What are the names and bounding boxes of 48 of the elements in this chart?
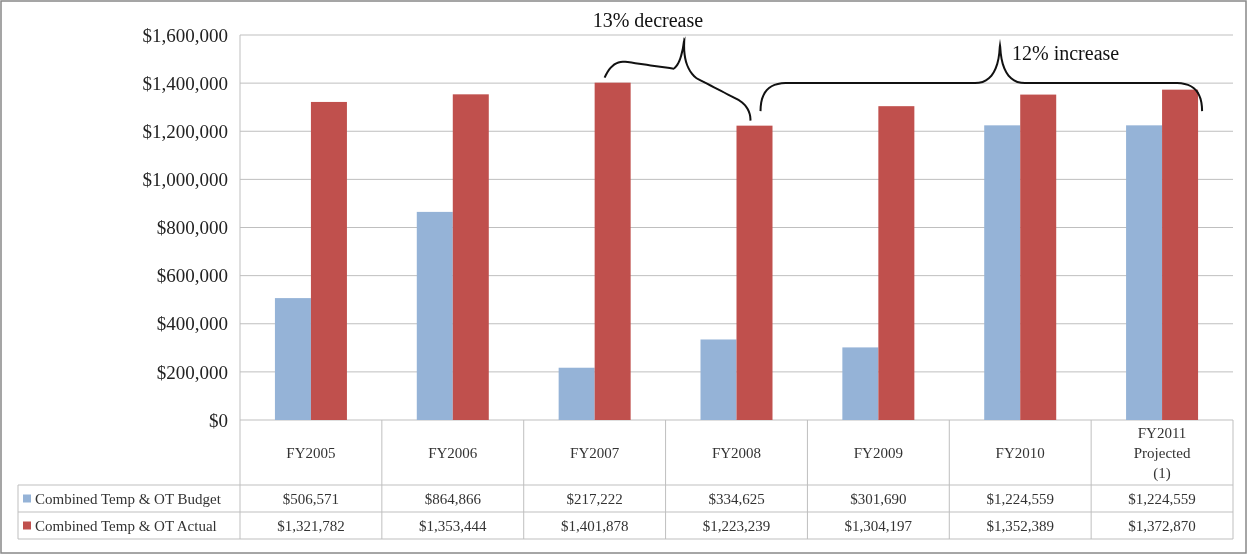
x-tick-label: FY2011 Projected (1)	[1133, 424, 1191, 482]
bar	[842, 347, 879, 420]
x-tick-label: FY2007	[570, 444, 620, 461]
data-label: $1,401,878	[560, 517, 629, 534]
y-tick-label: $1,000,000	[142, 169, 228, 191]
y-tick-label: $800,000	[156, 217, 228, 239]
annotation: 12% increase	[1012, 42, 1120, 65]
y-tick-label: $200,000	[156, 361, 228, 383]
text: 13% decrease	[592, 9, 704, 31]
bar	[1126, 125, 1163, 420]
x-tick-label: FY2008	[711, 444, 762, 461]
data-label: $1,304,197	[844, 517, 913, 534]
x-tick-label: FY2009	[853, 444, 903, 461]
data-label: $1,224,559	[1128, 490, 1196, 507]
x-tick-label: FY2005	[286, 444, 336, 461]
data-label: $1,321,782	[277, 517, 345, 534]
bar	[736, 125, 773, 420]
bar	[700, 339, 737, 420]
data-label: $1,372,870	[1128, 517, 1196, 534]
y-tick-label: $1,600,000	[142, 24, 228, 46]
bar	[310, 101, 347, 420]
data-label: $506,571	[282, 490, 340, 507]
bar	[1162, 89, 1199, 420]
data-label: $1,224,559	[986, 490, 1054, 507]
bar	[878, 106, 915, 420]
y-tick-label: $400,000	[156, 313, 228, 335]
bar	[558, 367, 595, 420]
bar	[1020, 94, 1057, 420]
y-tick-label: $1,400,000	[142, 72, 228, 94]
bar	[452, 94, 489, 420]
y-tick-label: $0	[209, 409, 228, 431]
bar	[416, 211, 453, 420]
data-label: $1,353,444	[419, 517, 488, 534]
legend-label: Combined Temp & OT Actual	[35, 517, 217, 534]
bar	[984, 125, 1021, 420]
data-label: $864,866	[424, 490, 482, 507]
data-label: $217,222	[566, 490, 623, 507]
data-label: $301,690	[850, 490, 907, 507]
data-label: $1,352,389	[986, 517, 1054, 534]
x-tick-label: FY2010	[995, 444, 1045, 461]
data-label: $1,223,239	[702, 517, 771, 534]
y-tick-label: $600,000	[156, 265, 228, 287]
bar	[274, 298, 311, 420]
data-label: $334,625	[708, 490, 765, 507]
y-tick-label: $1,200,000	[142, 120, 228, 142]
bar	[594, 82, 631, 420]
legend-label: Combined Temp & OT Budget	[35, 490, 222, 507]
x-tick-label: FY2006	[428, 444, 478, 461]
